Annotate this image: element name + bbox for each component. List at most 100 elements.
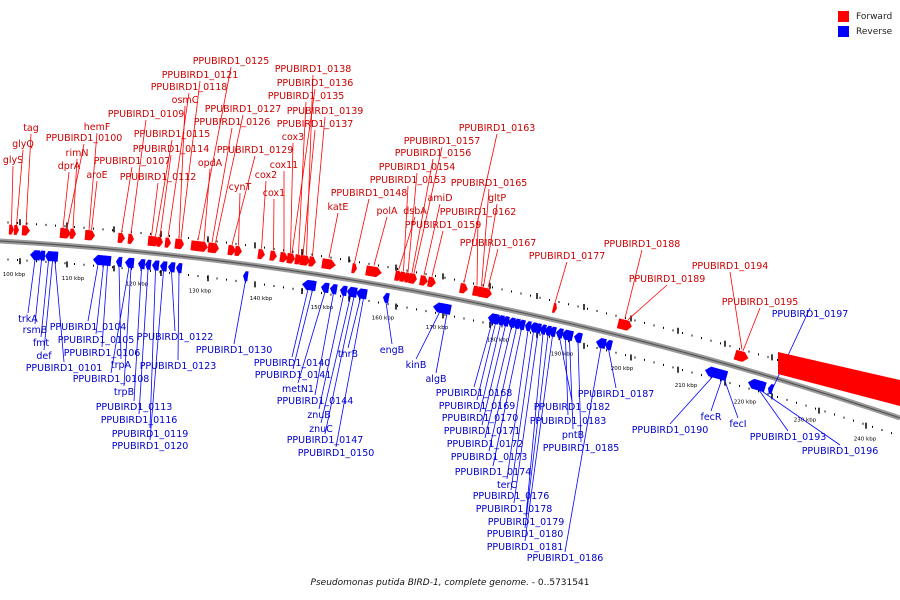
gene-label-ppubird1-0114: PPUBIRD1_0114 <box>133 144 210 155</box>
gene-label-def: def <box>36 351 52 362</box>
gene-label-fecr: fecR <box>700 412 721 423</box>
connector-hemf <box>88 132 98 230</box>
gene-label-ppubird1-0177: PPUBIRD1_0177 <box>529 251 606 262</box>
gene-label-ppubird1-0171: PPUBIRD1_0171 <box>444 426 521 437</box>
gene-arrow-ppubird1-0187 <box>605 339 613 351</box>
connector-ppubird1-0186 <box>564 346 602 553</box>
gene-arrow-glyq <box>13 224 19 235</box>
gene-label-ppubird1-0150: PPUBIRD1_0150 <box>298 448 375 459</box>
connector-ppubird1-0130 <box>233 280 246 345</box>
connector-engb <box>385 302 393 345</box>
legend-forward: Forward <box>838 9 892 24</box>
gene-arrow-ppubird1-0179 <box>540 324 547 335</box>
scale-label: 220 kbp <box>734 399 757 405</box>
gene-arrow-ppubird1-0118 <box>164 237 171 248</box>
gene-label-ppubird1-0165: PPUBIRD1_0165 <box>451 178 528 189</box>
gene-label-osmc: osmC <box>172 95 199 106</box>
gene-arrow-ppubird1-0181 <box>548 326 557 338</box>
gene-arrow-ppubird1-0177 <box>551 302 557 314</box>
gene-label-kate: katE <box>328 202 349 213</box>
gene-label-ppubird1-0136: PPUBIRD1_0136 <box>277 78 354 89</box>
connector-cox1 <box>273 198 275 251</box>
connector-ppubird1-0121 <box>180 80 201 239</box>
gene-label-ppubird1-0116: PPUBIRD1_0116 <box>101 415 178 426</box>
connector-ppubird1-0180 <box>524 334 549 529</box>
gene-arrow-terc <box>524 321 532 332</box>
gene-label-ppubird1-0106: PPUBIRD1_0106 <box>64 348 141 359</box>
gene-arrow-cox2 <box>257 248 265 260</box>
connector-ppubird1-0163 <box>463 133 498 283</box>
gene-label-tag: tag <box>23 123 39 134</box>
gene-arrow-ppubird1-0185 <box>574 332 583 344</box>
scale-label: 130 kbp <box>189 288 212 294</box>
gene-arrow-ppubird1-0130 <box>243 271 249 282</box>
gene-label-dpra: dprA <box>58 161 81 172</box>
gene-label-algb: algB <box>425 374 446 385</box>
gene-label-ppubird1-0118: PPUBIRD1_0118 <box>151 82 228 93</box>
gene-label-ppubird1-0108: PPUBIRD1_0108 <box>73 374 150 385</box>
connector-ppubird1-0169 <box>476 323 496 401</box>
connector-ppubird1-0127 <box>215 114 244 243</box>
scale-label: 170 kbp <box>426 325 449 331</box>
gene-label-glyq: glyQ <box>12 139 34 150</box>
gene-label-feci: fecI <box>729 419 746 430</box>
connector-trka <box>27 259 36 314</box>
gene-label-ppubird1-0185: PPUBIRD1_0185 <box>543 443 620 454</box>
gene-arrow-algb <box>443 304 452 315</box>
connector-ppubird1-0147 <box>324 296 355 435</box>
gene-label-ppubird1-0179: PPUBIRD1_0179 <box>488 517 565 528</box>
gene-arrow-ppubird1-0195 <box>738 351 746 362</box>
gene-label-ppubird1-0125: PPUBIRD1_0125 <box>193 56 270 67</box>
connector-ppubird1-0165 <box>481 188 490 287</box>
connector-ppubird1-0118 <box>167 92 190 238</box>
gene-arrow-ppubird1-0159 <box>427 276 436 288</box>
gene-arrow-ppubird1-0127 <box>211 242 219 254</box>
gene-label-ppubird1-0135: PPUBIRD1_0135 <box>268 91 345 102</box>
gene-arrow-layer <box>8 224 900 406</box>
gene-label-ppubird1-0129: PPUBIRD1_0129 <box>217 145 294 156</box>
connector-ppubird1-0171 <box>481 325 506 426</box>
connector-ppubird1-0114 <box>159 154 172 237</box>
gene-label-ppubird1-0186: PPUBIRD1_0186 <box>527 553 604 564</box>
connector-cynt <box>238 192 241 246</box>
connector-ppubird1-0116 <box>138 269 149 415</box>
connector-ppubird1-0167 <box>487 248 499 288</box>
connector-rsmb <box>34 260 42 325</box>
gene-label-ppubird1-0156: PPUBIRD1_0156 <box>395 148 472 159</box>
connector-ppubird1-0112 <box>151 182 159 236</box>
gene-arrow-ppubird1-0147 <box>350 287 358 298</box>
connector-terc <box>506 330 529 480</box>
gene-label-engb: engB <box>380 345 404 356</box>
gene-label-ppubird1-0188: PPUBIRD1_0188 <box>604 239 681 250</box>
connector-ppubird1-0170 <box>479 324 501 413</box>
connector-ppubird1-0139 <box>312 116 326 257</box>
gene-arrow-ppubird1-0114 <box>156 236 163 247</box>
gene-arrow-forward-block <box>778 352 900 406</box>
gene-label-ppubird1-0193: PPUBIRD1_0193 <box>750 432 827 443</box>
gene-arrow-ppubird1-0119 <box>151 260 160 271</box>
gene-label-gltp: gltP <box>488 193 506 204</box>
gene-label-ppubird1-0123: PPUBIRD1_0123 <box>140 361 217 372</box>
gene-arrow-ppubird1-0109 <box>127 233 134 244</box>
gene-label-ppubird1-0190: PPUBIRD1_0190 <box>632 425 709 436</box>
gene-label-ppubird1-0154: PPUBIRD1_0154 <box>379 162 456 173</box>
connector-ppubird1-0125 <box>197 66 232 241</box>
gene-label-ppubird1-0127: PPUBIRD1_0127 <box>205 104 282 115</box>
gene-label-znuc: znuC <box>309 424 333 435</box>
connector-ppubird1-0182 <box>559 337 573 402</box>
connector-cox2 <box>261 180 267 249</box>
connector-ppubird1-0185 <box>577 341 582 443</box>
gene-label-ppubird1-0167: PPUBIRD1_0167 <box>460 238 537 249</box>
scale-label: 120 kbp <box>126 282 149 288</box>
gene-label-cox1: cox1 <box>263 188 285 199</box>
gene-label-ppubird1-0144: PPUBIRD1_0144 <box>277 396 354 407</box>
gene-arrow-ppubird1-0193 <box>748 378 767 393</box>
gene-label-ppubird1-0140: PPUBIRD1_0140 <box>254 358 331 369</box>
gene-arrow-metn1 <box>321 282 330 294</box>
scale-label: 150 kbp <box>311 305 334 311</box>
connector-algb <box>435 313 448 374</box>
gene-arrow-ppubird1-0106 <box>103 255 112 267</box>
connector-ppubird1-0115 <box>155 139 173 237</box>
connector-ppubird1-0196 <box>760 389 841 446</box>
gene-label-ppubird1-0137: PPUBIRD1_0137 <box>277 119 354 130</box>
